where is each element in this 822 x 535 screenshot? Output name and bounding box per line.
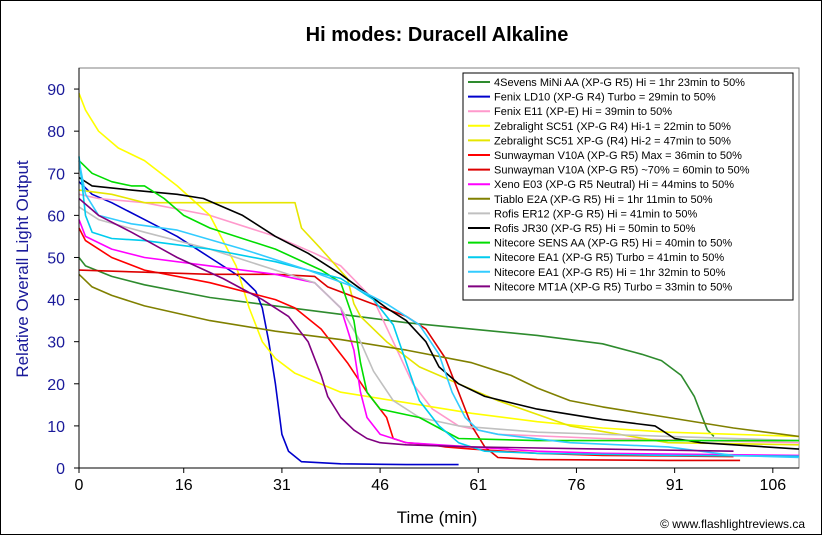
series-line-2 <box>78 181 459 466</box>
y-tick-label: 50 <box>47 250 65 267</box>
legend-box <box>462 72 794 301</box>
credit-text: © www.flashlightreviews.ca <box>660 517 805 531</box>
y-tick-label: 10 <box>47 419 65 436</box>
series-line-8 <box>78 219 800 457</box>
x-tick-label: 106 <box>759 477 786 494</box>
legend-entry: Rofis ER12 (XP-G R5) Hi = 41min to 50% <box>494 208 697 220</box>
axis-layer: 0 16 31 46 61 76 91 106 0 10 20 30 40 50 60 70 80 90 <box>47 68 799 494</box>
series-line-7 <box>78 269 741 462</box>
x-tick-label: 0 <box>75 477 84 494</box>
legend-entry: Zebralight SC51 (XP-G R4) Hi-1 = 22min t… <box>494 121 731 133</box>
series-layer <box>78 93 800 466</box>
y-tick-label: 70 <box>47 166 65 183</box>
x-tick-label: 76 <box>568 477 586 494</box>
legend-entry: Zebralight SC51 XP-G (R4) Hi-2 = 47min t… <box>494 135 731 147</box>
y-tick-label: 90 <box>47 82 65 99</box>
legend-entry: Xeno E03 (XP-G R5 Neutral) Hi = 44mins t… <box>494 179 734 191</box>
y-tick-label: 0 <box>56 461 65 478</box>
series-line-1 <box>78 257 715 437</box>
legend-entry: Nitecore EA1 (XP-G R5) Hi = 1hr 32min to… <box>494 267 726 279</box>
y-tick-label: 30 <box>47 335 65 352</box>
y-tick-label: 80 <box>47 124 65 141</box>
legend-entry: Nitecore MT1A (XP-G R5) Turbo = 33min to… <box>494 281 732 293</box>
x-tick-label: 91 <box>666 477 684 494</box>
legend-entry: Fenix E11 (XP-E) Hi = 39min to 50% <box>494 106 672 118</box>
y-axis-label: Relative Overall Light Output <box>13 160 32 378</box>
series-line-15 <box>78 197 734 452</box>
chart-title: Hi modes: Duracell Alkaline <box>306 24 569 46</box>
series-line-14 <box>78 160 800 459</box>
series-line-10 <box>78 206 800 442</box>
legend-entry: Sunwayman V10A (XP-G R5) ~70% = 60min to… <box>494 165 750 177</box>
legend-entry: Tiablo E2A (XP-G R5) Hi = 1hr 11min to 5… <box>494 194 713 206</box>
series-line-4 <box>78 93 800 438</box>
y-tick-label: 60 <box>47 208 65 225</box>
x-tick-label: 61 <box>469 477 487 494</box>
x-tick-label: 16 <box>175 477 193 494</box>
y-tick-label: 20 <box>47 377 65 394</box>
series-line-13 <box>78 156 800 457</box>
legend-entry: Sunwayman V10A (XP-G R5) Max = 36min to … <box>494 150 742 162</box>
series-line-11 <box>78 176 800 450</box>
legend-entry: Fenix LD10 (XP-G R4) Turbo = 29min to 50… <box>494 92 716 104</box>
x-tick-label: 46 <box>371 477 389 494</box>
legend-entry: Nitecore EA1 (XP-G R5) Turbo = 41min to … <box>494 252 724 264</box>
legend-entry: 4Sevens MiNi AA (XP-G R5) Hi = 1hr 23min… <box>494 77 745 89</box>
legend-entry: Rofis JR30 (XP-G R5) Hi = 50min to 50% <box>494 223 696 235</box>
x-tick-label: 31 <box>273 477 291 494</box>
y-tick-label: 40 <box>47 293 65 310</box>
x-axis-label: Time (min) <box>397 508 478 527</box>
legend-entry: Nitecore SENS AA (XP-G R5) Hi = 40min to… <box>494 238 732 250</box>
legend: 4Sevens MiNi AA (XP-G R5) Hi = 1hr 23min… <box>462 72 794 301</box>
